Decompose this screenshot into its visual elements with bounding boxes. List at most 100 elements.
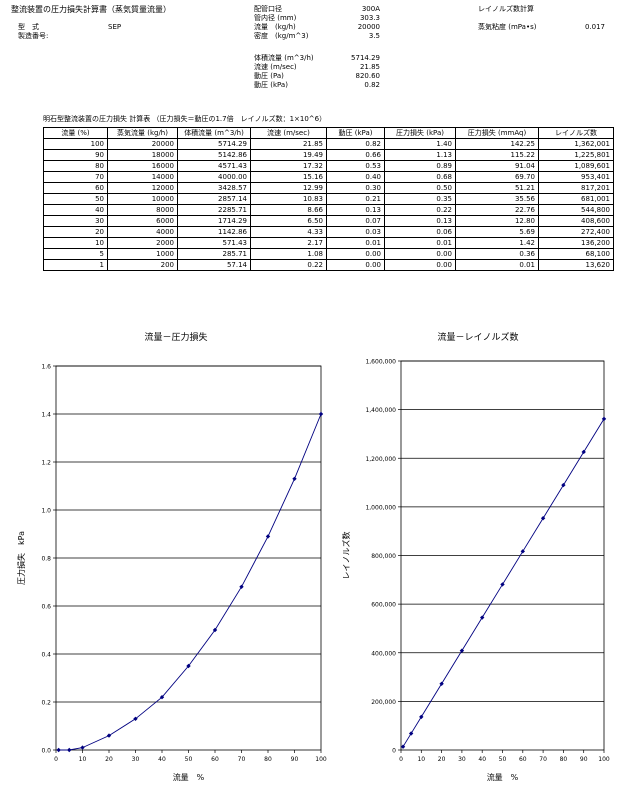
spec-value: 300A: [361, 5, 380, 13]
table-cell: 4.33: [250, 226, 327, 238]
model-label: 型 式: [18, 23, 39, 31]
x-tick-label: 20: [438, 756, 446, 763]
table-cell: 69.70: [455, 171, 539, 183]
x-tick-label: 20: [105, 756, 113, 763]
calculation-table: 流量 (%) 蒸気流量 (kg/h) 体積流量 (m^3/h) 流速 (m/sec) 動…: [43, 127, 614, 271]
data-point: [480, 615, 485, 620]
data-point: [419, 714, 424, 720]
data-point: [561, 482, 566, 488]
plot-area: [55, 365, 322, 751]
table-cell: 20: [43, 226, 108, 238]
table-cell: 571.43: [177, 237, 251, 249]
table-cell: 0.40: [326, 171, 385, 183]
table-cell: 60: [43, 182, 108, 194]
table-cell: 80: [43, 160, 108, 172]
table-header-cell: 圧力損失 (kPa): [384, 127, 456, 139]
table-cell: 1,225,801: [538, 149, 614, 161]
model-value: SEP: [108, 23, 122, 31]
table-cell: 10.83: [250, 193, 327, 205]
data-point: [159, 695, 165, 700]
table-cell: 8.66: [250, 204, 327, 216]
table-cell: 544,800: [538, 204, 614, 216]
table-cell: 953,401: [538, 171, 614, 183]
table-row: 10 2000 571.43 2.17 0.01 0.01 1.42 136,200: [43, 237, 614, 249]
table-cell: 21.85: [250, 138, 327, 150]
y-tick-label: 0.2: [41, 700, 51, 707]
reynolds-chart: 流量－レイノルズ数 0 200,000 400,000 600,000 800,000 1,…: [335, 320, 635, 794]
table-cell: 0.13: [384, 215, 456, 227]
y-axis-label: 圧力損失 kPa: [16, 531, 26, 585]
table-cell: 1.13: [384, 149, 456, 161]
y-tick-label: 1.4: [41, 412, 51, 419]
data-point: [106, 733, 112, 738]
pressure-loss-chart: 流量－圧力損失 0.0 0.2 0.4 0.6 0.8 1.0 1.2 1.4 1.6 0 10 20 3…: [0, 320, 330, 794]
table-cell: 12.80: [455, 215, 539, 227]
serial-label: 製造番号:: [18, 32, 49, 40]
table-cell: 200: [107, 259, 178, 271]
x-axis-label: 流量 %: [487, 772, 519, 782]
table-cell: 100: [43, 138, 108, 150]
data-point: [581, 449, 586, 455]
table-cell: 0.00: [326, 259, 385, 271]
table-row: 40 8000 2285.71 8.66 0.13 0.22 22.76 544,800: [43, 204, 614, 216]
table-cell: 30: [43, 215, 108, 227]
table-cell: 4000.00: [177, 171, 251, 183]
calc-value: 5714.29: [351, 54, 380, 62]
data-point: [520, 549, 525, 554]
table-cell: 0.53: [326, 160, 385, 172]
table-cell: 12000: [107, 182, 178, 194]
table-row: 50 10000 2857.14 10.83 0.21 0.35 35.56 681,001: [43, 193, 614, 205]
table-cell: 50: [43, 193, 108, 205]
table-row: 70 14000 4000.00 15.16 0.40 0.68 69.70 953,401: [43, 171, 614, 183]
table-cell: 3428.57: [177, 182, 251, 194]
calc-value: 820.60: [355, 72, 381, 80]
y-tick-label: 0: [392, 748, 396, 755]
data-point: [186, 663, 191, 669]
table-row: 80 16000 4571.43 17.32 0.53 0.89 91.04 1,089,60…: [43, 160, 614, 172]
table-header-cell: 蒸気流量 (kg/h): [107, 127, 178, 139]
spec-value: 303.3: [359, 14, 380, 22]
data-point: [265, 534, 271, 539]
table-row: 60 12000 3428.57 12.99 0.30 0.50 51.21 817,201: [43, 182, 614, 194]
table-header-cell: 流量 (%): [43, 127, 108, 139]
x-tick-label: 0: [54, 756, 58, 763]
spec-label: 密度 (kg/m^3): [254, 32, 309, 40]
y-tick-label: 0.6: [41, 604, 51, 611]
x-tick-label: 100: [598, 756, 610, 763]
table-header-cell: 流速 (m/sec): [250, 127, 327, 139]
calc-label: 動圧 (kPa): [254, 81, 288, 89]
y-tick-label: 600,000: [371, 602, 396, 609]
table-cell: 408,600: [538, 215, 614, 227]
x-tick-label: 30: [458, 756, 466, 763]
data-point: [408, 731, 414, 736]
x-tick-label: 80: [560, 756, 568, 763]
table-cell: 19.49: [250, 149, 327, 161]
chart-title: 流量－レイノルズ数: [437, 331, 518, 343]
table-cell: 1,362,001: [538, 138, 614, 150]
table-cell: 1.42: [455, 237, 539, 249]
viscosity-value: 0.017: [584, 23, 605, 31]
x-axis-label: 流量 %: [173, 772, 205, 782]
table-cell: 35.56: [455, 193, 539, 205]
spec-value: 20000: [357, 23, 380, 31]
table-header-row: 流量 (%) 蒸気流量 (kg/h) 体積流量 (m^3/h) 流速 (m/sec) 動…: [43, 127, 614, 139]
table-cell: 136,200: [538, 237, 614, 249]
table-cell: 20000: [107, 138, 178, 150]
table-cell: 0.22: [250, 259, 327, 271]
x-tick-label: 60: [211, 756, 219, 763]
y-tick-label: 1.6: [41, 364, 51, 371]
y-tick-label: 800,000: [371, 553, 396, 560]
table-cell: 40: [43, 204, 108, 216]
table-cell: 817,201: [538, 182, 614, 194]
table-header-cell: 動圧 (kPa): [326, 127, 385, 139]
y-tick-label: 1,200,000: [365, 456, 396, 463]
y-tick-label: 1,400,000: [365, 407, 396, 414]
table-cell: 0.01: [384, 237, 456, 249]
x-tick-label: 80: [264, 756, 272, 763]
data-point: [292, 476, 297, 481]
y-tick-label: 1,000,000: [365, 504, 396, 511]
table-cell: 1: [43, 259, 108, 271]
data-point: [459, 648, 465, 653]
reynolds-title: レイノルズ数計算: [478, 5, 534, 13]
